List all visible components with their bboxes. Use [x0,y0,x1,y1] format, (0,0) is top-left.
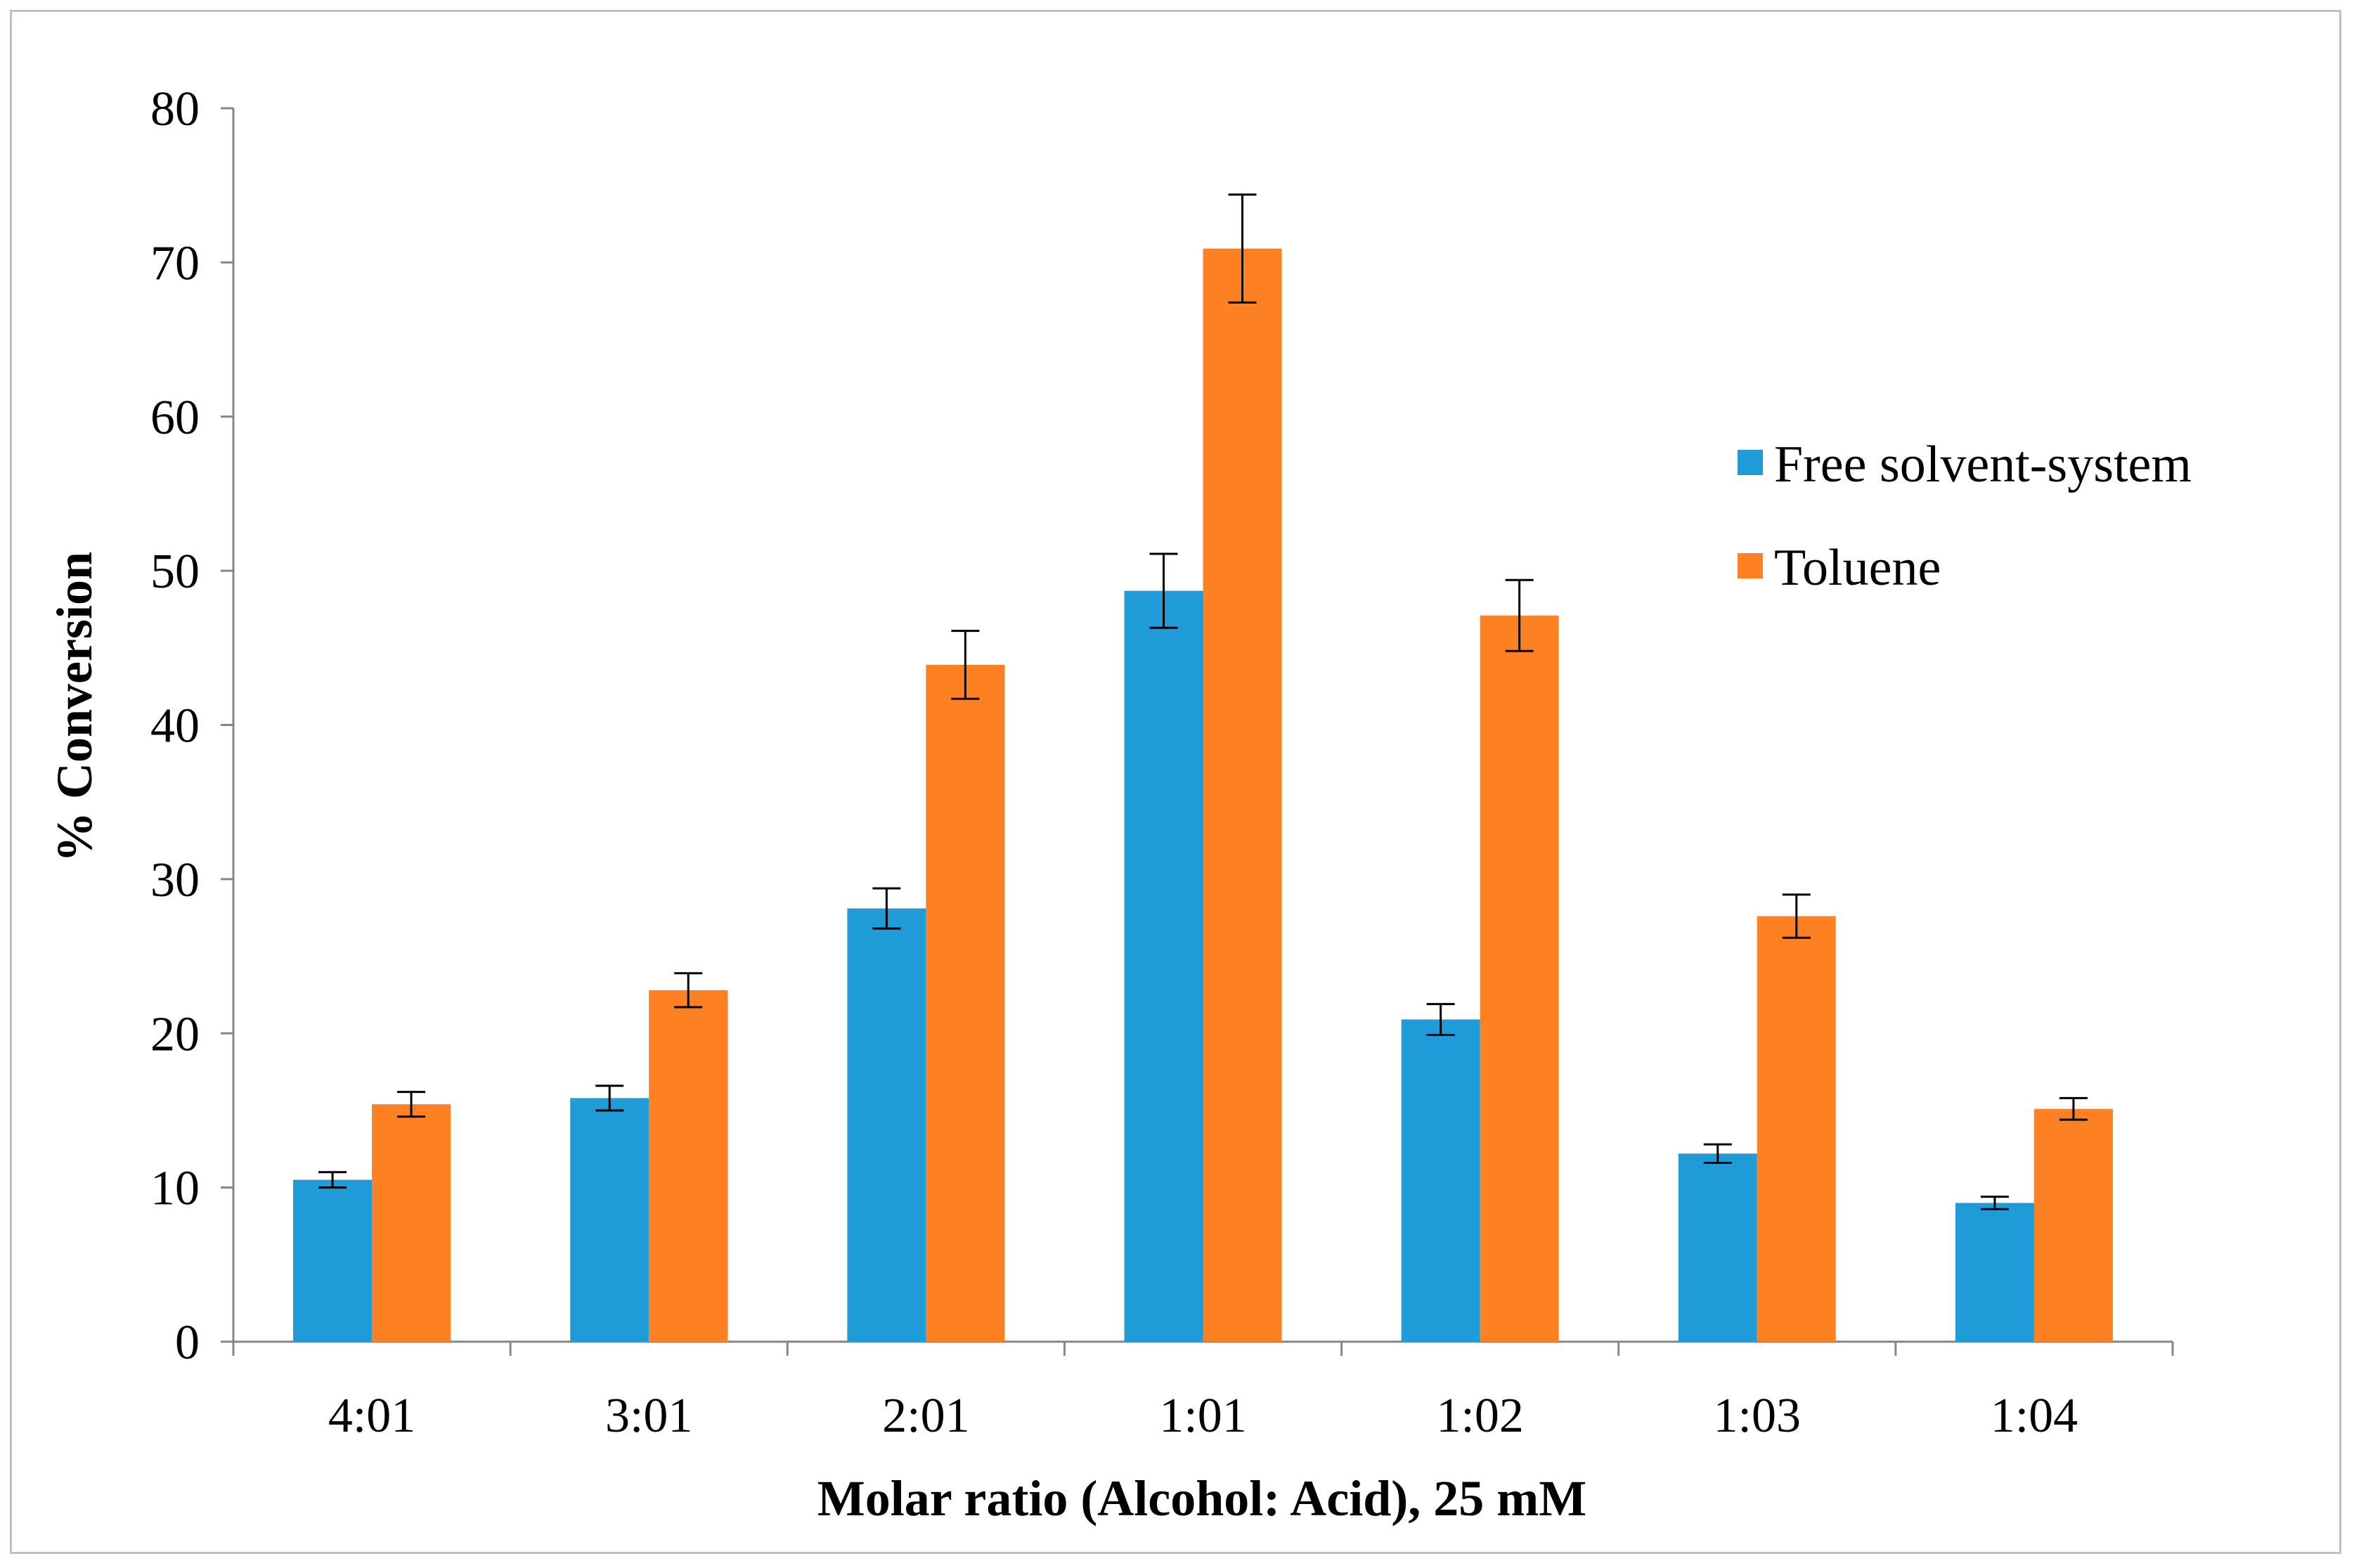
legend: Free solvent-system Toluene [1738,436,2192,597]
x-axis: 4:01 3:01 2:01 1:01 1:02 1:03 1:04 [232,1340,2174,1443]
bar-toluene [372,1104,451,1342]
y-axis: 0 10 20 30 40 50 60 70 80 [150,82,235,1370]
bar-free-solvent [1955,1203,2034,1342]
legend-label-toluene: Toluene [1774,539,1941,597]
bars [293,248,2113,1342]
x-tick-label: 1:03 [1714,1389,1801,1443]
bar-free-solvent [1678,1153,1757,1342]
bar-toluene [1480,615,1559,1342]
bar-toluene [649,990,728,1342]
bar-free-solvent [293,1179,373,1342]
y-tick-label: 10 [150,1162,200,1216]
y-tick-label: 60 [150,391,200,445]
bar-toluene [2033,1108,2113,1342]
error-bars [318,193,2088,1210]
y-tick-label: 20 [150,1007,200,1061]
bar-free-solvent [570,1098,649,1342]
y-axis-title: % Conversion [46,552,103,862]
x-tick-label: 1:04 [1991,1389,2078,1443]
bar-toluene [926,664,1005,1342]
bar-free-solvent [1401,1019,1480,1342]
y-tick-label: 40 [150,699,200,753]
x-tick-label: 1:02 [1436,1389,1523,1443]
x-tick-label: 3:01 [605,1389,692,1443]
bar-free-solvent [1124,590,1203,1342]
bar-free-solvent [847,908,926,1342]
x-axis-title: Molar ratio (Alcohol: Acid), 25 mM [817,1470,1586,1527]
legend-swatch-toluene [1738,553,1763,578]
y-tick-label: 30 [150,853,200,907]
legend-swatch-free-solvent [1738,450,1763,475]
legend-label-free-solvent: Free solvent-system [1774,436,2192,493]
x-tick-label: 2:01 [882,1389,969,1443]
bar-toluene [1203,248,1282,1342]
y-tick-label: 80 [150,82,200,136]
x-tick-label: 4:01 [328,1389,415,1443]
y-tick-label: 0 [175,1316,200,1370]
y-tick-label: 50 [150,545,200,599]
bar-toluene [1757,916,1836,1342]
x-tick-label: 1:01 [1159,1389,1246,1443]
y-tick-label: 70 [150,236,200,290]
